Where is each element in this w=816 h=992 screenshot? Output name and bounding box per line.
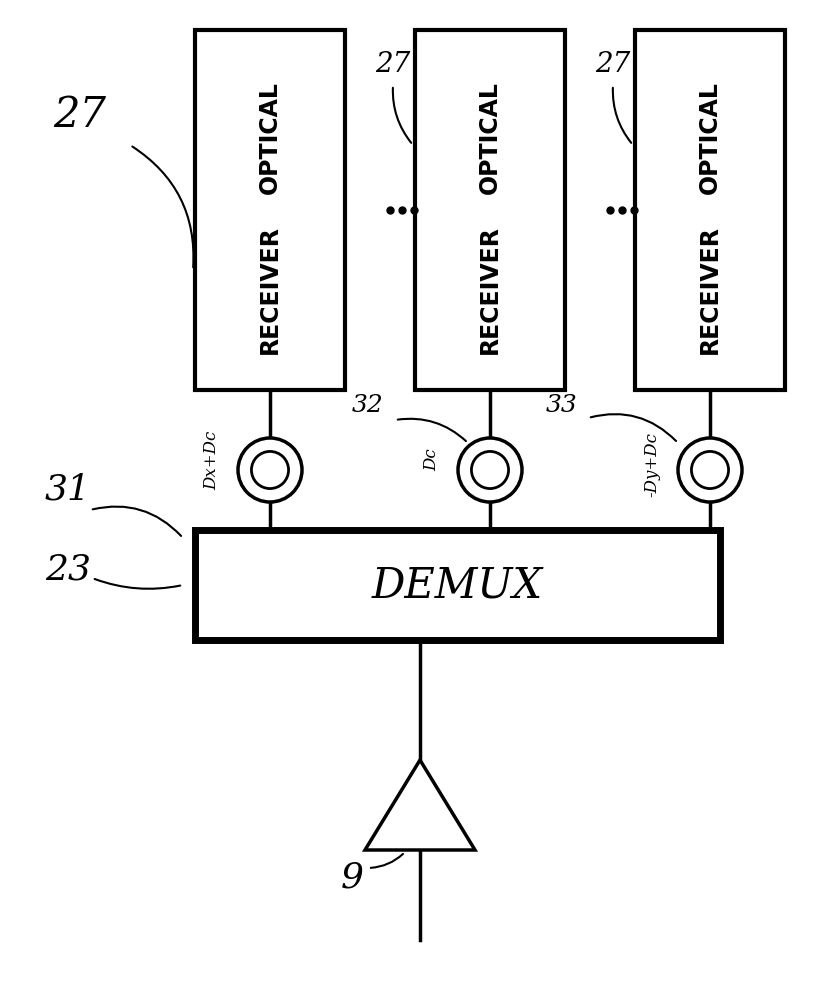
Text: RECEIVER: RECEIVER bbox=[698, 225, 722, 353]
FancyArrowPatch shape bbox=[132, 147, 193, 267]
Circle shape bbox=[458, 438, 522, 502]
Text: 23: 23 bbox=[45, 553, 91, 587]
Text: Dc: Dc bbox=[423, 448, 440, 471]
FancyArrowPatch shape bbox=[95, 579, 180, 589]
Text: -Dy+Dc: -Dy+Dc bbox=[643, 433, 660, 497]
Text: OPTICAL: OPTICAL bbox=[478, 81, 502, 194]
FancyArrowPatch shape bbox=[613, 87, 632, 143]
FancyArrowPatch shape bbox=[93, 507, 181, 536]
Text: 31: 31 bbox=[45, 473, 91, 507]
Text: RECEIVER: RECEIVER bbox=[258, 225, 282, 353]
Bar bbox=[195, 530, 720, 640]
Circle shape bbox=[251, 451, 289, 489]
Bar bbox=[415, 30, 565, 390]
Text: OPTICAL: OPTICAL bbox=[698, 81, 722, 194]
Bar bbox=[635, 30, 785, 390]
Text: RECEIVER: RECEIVER bbox=[478, 225, 502, 353]
Text: 27: 27 bbox=[596, 52, 631, 78]
Text: Dx+Dc: Dx+Dc bbox=[203, 431, 220, 490]
FancyArrowPatch shape bbox=[591, 414, 676, 441]
Circle shape bbox=[678, 438, 742, 502]
Text: 9: 9 bbox=[340, 861, 363, 895]
Circle shape bbox=[472, 451, 508, 489]
Text: 33: 33 bbox=[546, 394, 578, 417]
Text: OPTICAL: OPTICAL bbox=[258, 81, 282, 194]
Text: 27: 27 bbox=[54, 94, 107, 136]
Circle shape bbox=[691, 451, 729, 489]
Text: 32: 32 bbox=[353, 394, 384, 417]
FancyArrowPatch shape bbox=[370, 854, 403, 868]
Polygon shape bbox=[365, 760, 475, 850]
FancyArrowPatch shape bbox=[397, 419, 466, 441]
Bar bbox=[195, 30, 345, 390]
Circle shape bbox=[238, 438, 302, 502]
Text: DEMUX: DEMUX bbox=[372, 564, 543, 606]
Text: 27: 27 bbox=[375, 52, 410, 78]
FancyArrowPatch shape bbox=[392, 87, 411, 143]
